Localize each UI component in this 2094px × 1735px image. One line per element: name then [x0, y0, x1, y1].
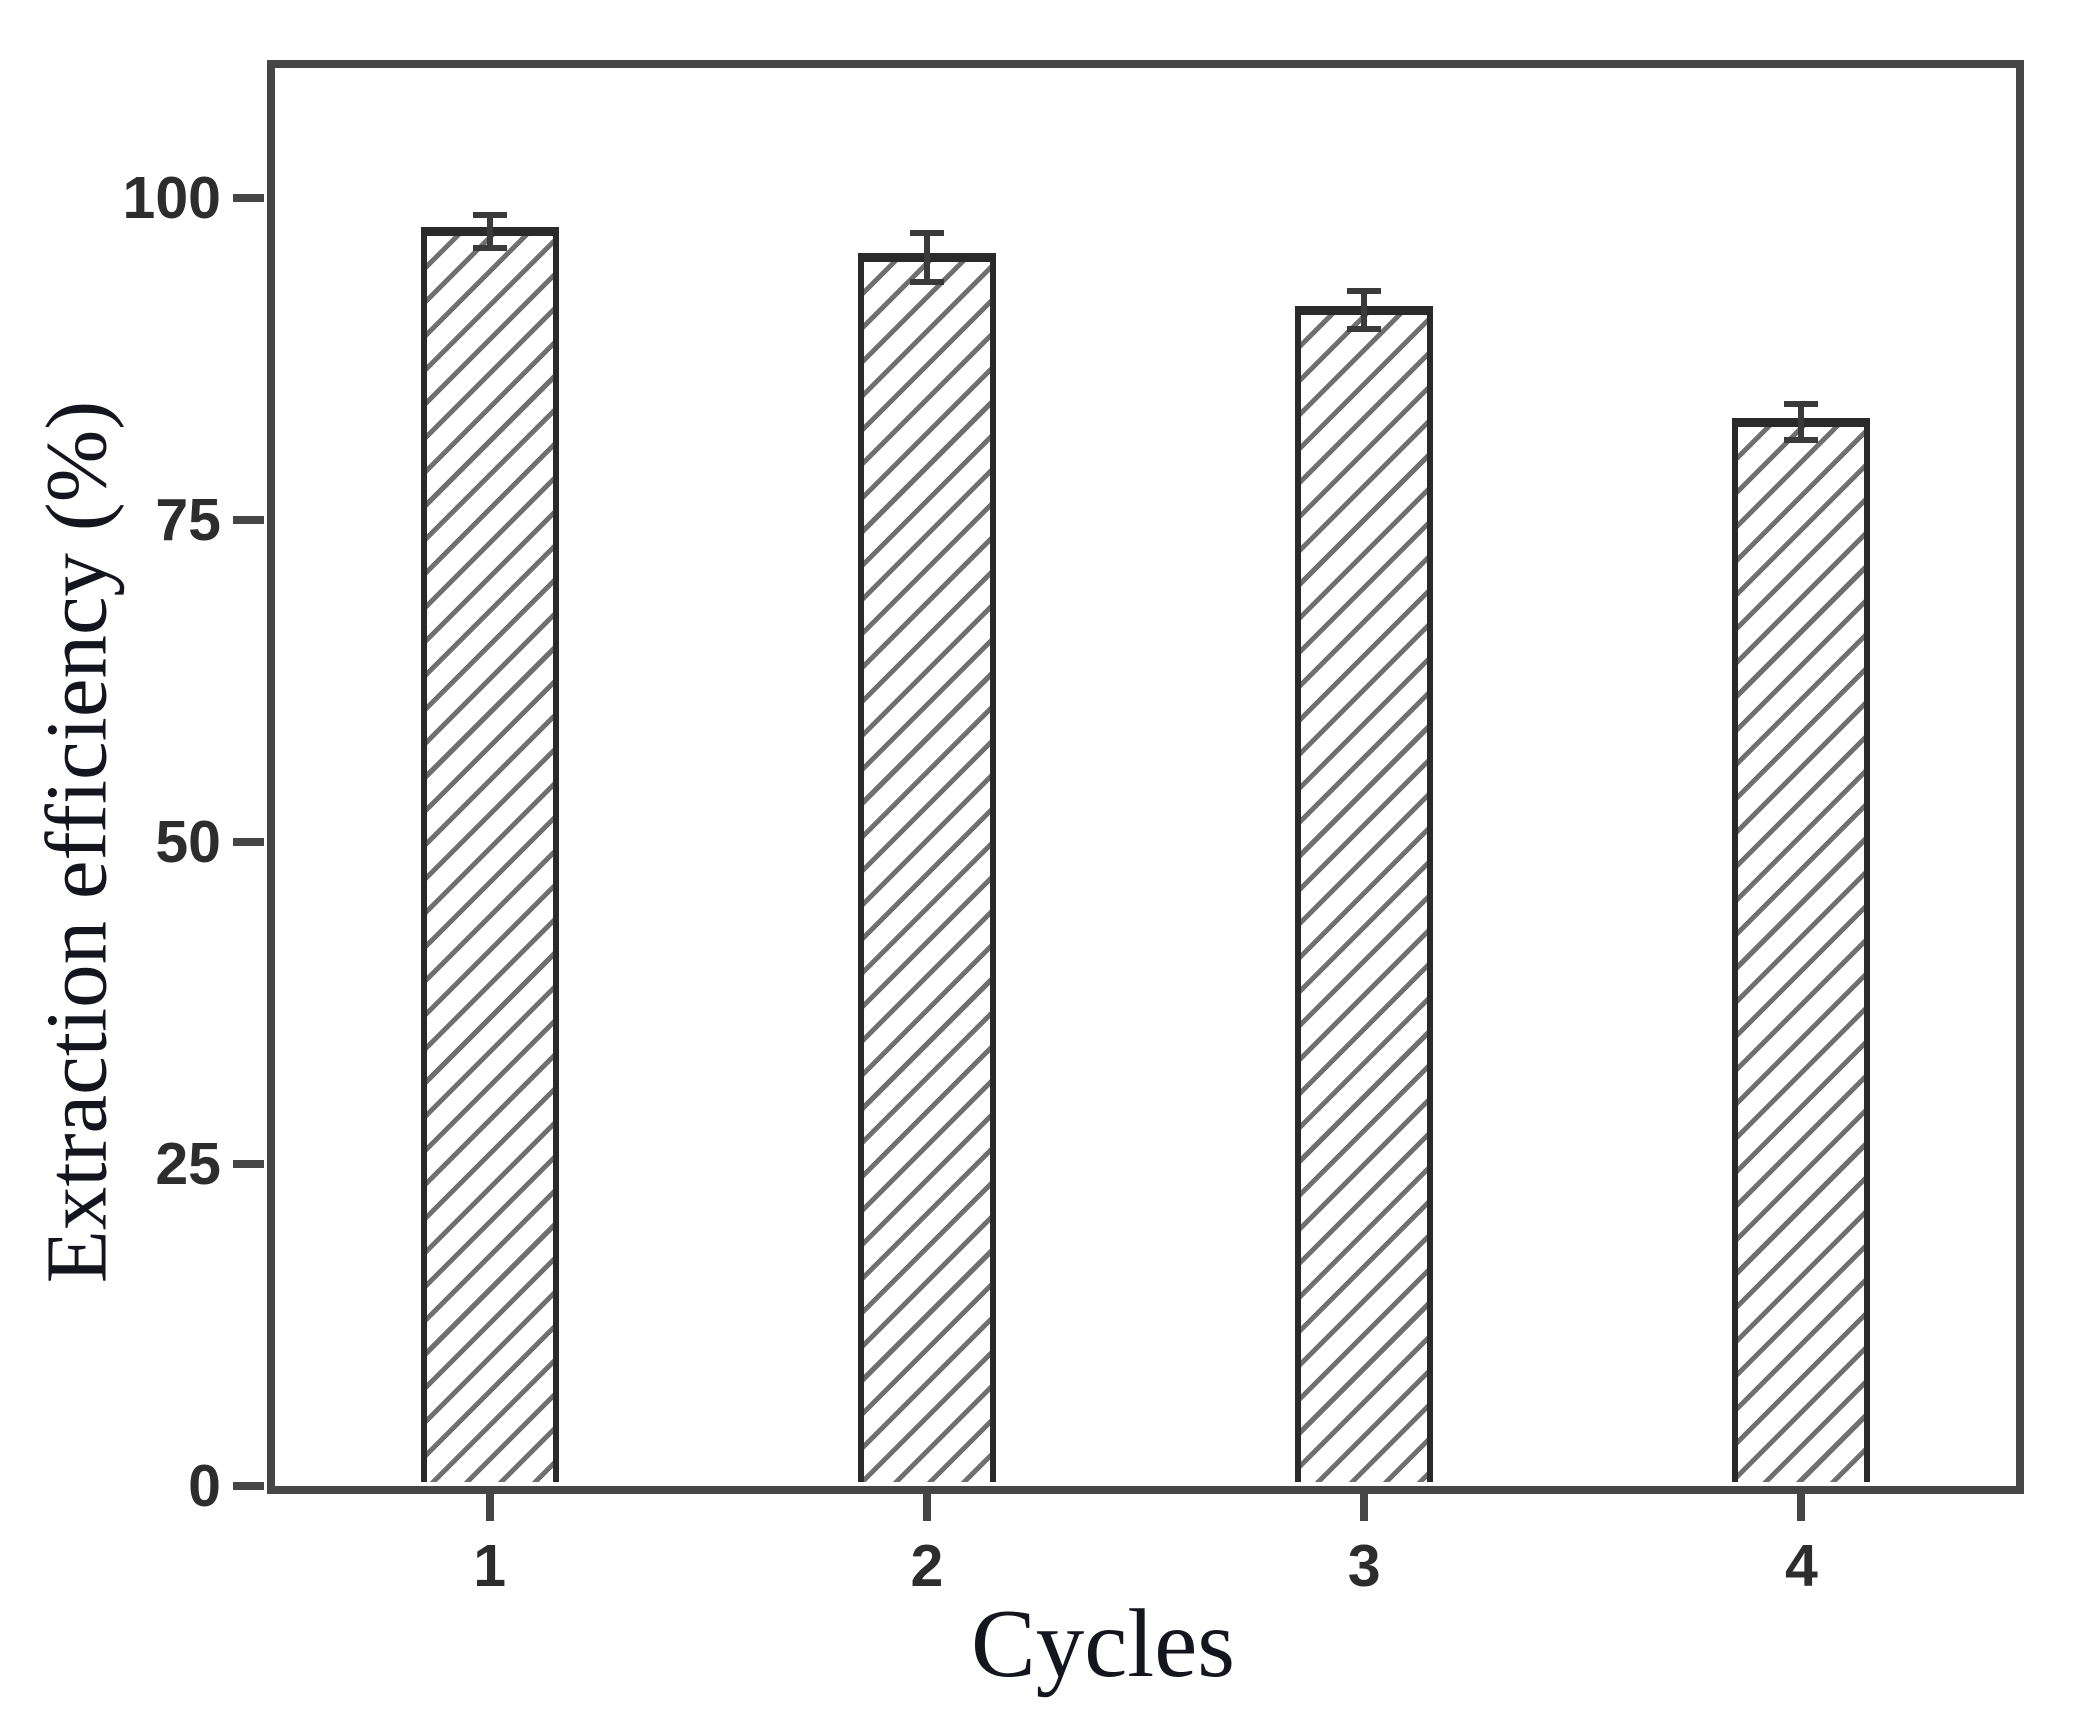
y-tick-mark — [233, 194, 264, 202]
error-bar-cap-top — [909, 229, 944, 236]
x-axis-title: Cycles — [970, 1590, 1236, 1697]
error-bar-cap-top — [1347, 287, 1382, 294]
x-tick-label: 4 — [1784, 1533, 1818, 1599]
y-tick-mark — [233, 1160, 264, 1168]
y-tick-mark — [233, 1482, 264, 1490]
error-bar-cap-bottom — [909, 278, 944, 285]
y-tick-mark — [233, 838, 264, 846]
error-bar-cap-bottom — [472, 245, 507, 252]
error-bar-line — [1361, 290, 1368, 330]
x-tick-label: 1 — [473, 1533, 507, 1599]
x-tick-mark — [1360, 1490, 1369, 1521]
y-tick-label: 50 — [155, 809, 221, 875]
bar — [420, 227, 559, 1482]
error-bar-cap-top — [472, 211, 507, 218]
bar — [1295, 306, 1434, 1482]
y-tick-label: 100 — [122, 165, 221, 231]
y-tick-label: 75 — [155, 487, 221, 553]
x-tick-label: 3 — [1347, 1533, 1381, 1599]
plot-area — [267, 60, 2024, 1494]
bar — [857, 253, 996, 1482]
error-bar-line — [923, 232, 930, 282]
error-bar-cap-top — [1784, 401, 1819, 408]
x-tick-mark — [922, 1490, 931, 1521]
y-axis-title: Extraction efficiency (%) — [27, 400, 125, 1284]
y-tick-mark — [233, 516, 264, 524]
y-tick-label: 0 — [188, 1453, 221, 1519]
error-bar-line — [1798, 404, 1805, 441]
error-bar-cap-bottom — [1784, 437, 1819, 444]
bar — [1732, 418, 1871, 1482]
x-tick-label: 2 — [910, 1533, 944, 1599]
error-bar-line — [486, 214, 493, 249]
error-bar-cap-bottom — [1347, 326, 1382, 333]
y-tick-label: 25 — [155, 1131, 221, 1197]
x-tick-mark — [1797, 1490, 1806, 1521]
x-tick-mark — [485, 1490, 494, 1521]
